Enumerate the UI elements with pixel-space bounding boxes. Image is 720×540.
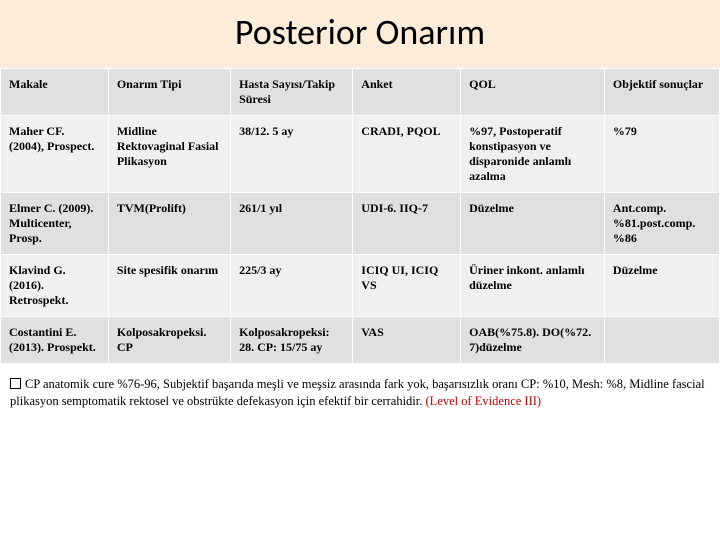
cell: Üriner inkont. anlamlı düzelme bbox=[461, 255, 605, 317]
cell: Düzelme bbox=[604, 255, 719, 317]
col-qol: QOL bbox=[461, 69, 605, 116]
col-hasta: Hasta Sayısı/Takip Süresi bbox=[231, 69, 353, 116]
col-anket: Anket bbox=[353, 69, 461, 116]
cell: Midline Rektovaginal Fasial Plikasyon bbox=[108, 116, 230, 193]
cell: Klavind G. (2016). Retrospekt. bbox=[1, 255, 109, 317]
cell: Ant.comp. %81.post.comp. %86 bbox=[604, 193, 719, 255]
evidence-level: (Level of Evidence III) bbox=[422, 394, 541, 408]
col-objektif: Objektif sonuçlar bbox=[604, 69, 719, 116]
cell: 261/1 yıl bbox=[231, 193, 353, 255]
cell: 225/3 ay bbox=[231, 255, 353, 317]
table-row: Elmer C. (2009). Multicenter, Prosp. TVM… bbox=[1, 193, 720, 255]
cell: 38/12. 5 ay bbox=[231, 116, 353, 193]
cell: CRADI, PQOL bbox=[353, 116, 461, 193]
title-bar: Posterior Onarım bbox=[0, 0, 720, 68]
cell: VAS bbox=[353, 317, 461, 364]
footnote: CP anatomik cure %76-96, Subjektif başar… bbox=[0, 364, 720, 410]
cell: OAB(%75.8). DO(%72. 7)düzelme bbox=[461, 317, 605, 364]
table-row: Maher CF. (2004), Prospect. Midline Rekt… bbox=[1, 116, 720, 193]
cell: Maher CF. (2004), Prospect. bbox=[1, 116, 109, 193]
checkbox-icon bbox=[10, 378, 21, 389]
studies-table: Makale Onarım Tipi Hasta Sayısı/Takip Sü… bbox=[0, 68, 720, 364]
cell: Düzelme bbox=[461, 193, 605, 255]
col-onarim: Onarım Tipi bbox=[108, 69, 230, 116]
cell bbox=[604, 317, 719, 364]
page-title: Posterior Onarım bbox=[0, 10, 720, 54]
cell: Kolposakropeksi: 28. CP: 15/75 ay bbox=[231, 317, 353, 364]
table-row: Costantini E. (2013). Prospekt. Kolposak… bbox=[1, 317, 720, 364]
cell: Site spesifik onarım bbox=[108, 255, 230, 317]
cell: Elmer C. (2009). Multicenter, Prosp. bbox=[1, 193, 109, 255]
cell: UDI-6. IIQ-7 bbox=[353, 193, 461, 255]
cell: Kolposakropeksi. CP bbox=[108, 317, 230, 364]
footnote-text: CP anatomik cure %76-96, Subjektif başar… bbox=[10, 377, 705, 408]
cell: TVM(Prolift) bbox=[108, 193, 230, 255]
col-makale: Makale bbox=[1, 69, 109, 116]
cell: Costantini E. (2013). Prospekt. bbox=[1, 317, 109, 364]
cell: %79 bbox=[604, 116, 719, 193]
table-row: Klavind G. (2016). Retrospekt. Site spes… bbox=[1, 255, 720, 317]
cell: %97, Postoperatif konstipasyon ve dispar… bbox=[461, 116, 605, 193]
table-header-row: Makale Onarım Tipi Hasta Sayısı/Takip Sü… bbox=[1, 69, 720, 116]
cell: ICIQ UI, ICIQ VS bbox=[353, 255, 461, 317]
